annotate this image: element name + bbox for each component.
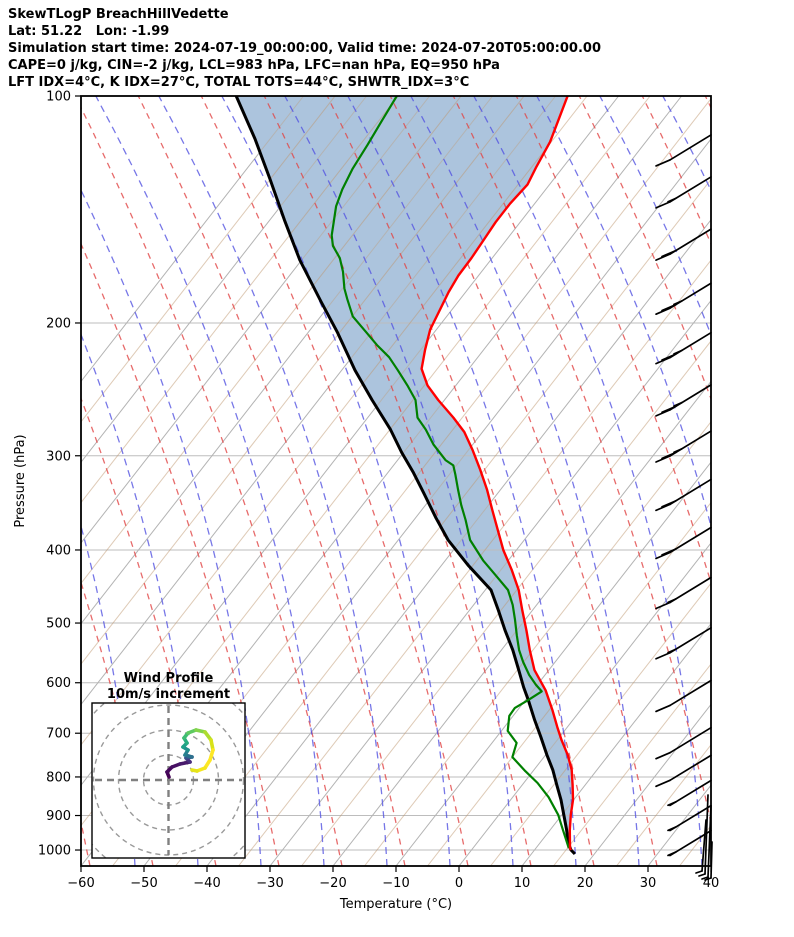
temperature-line (420, 96, 575, 851)
svg-text:600: 600 (46, 676, 71, 691)
y-axis-title: Pressure (hPa) (13, 434, 28, 527)
svg-text:−60: −60 (67, 876, 94, 891)
svg-text:800: 800 (46, 770, 71, 785)
dry-adiabat-lines (81, 96, 711, 866)
svg-text:300: 300 (46, 449, 71, 464)
dewpoint-line (330, 96, 570, 849)
inset-subtitle: 10m/s increment (107, 687, 230, 702)
plot-area (81, 96, 711, 866)
chart-title: SkewTLogP BreachHillVedette (8, 7, 229, 22)
svg-text:−40: −40 (193, 876, 220, 891)
svg-text:−10: −10 (382, 876, 409, 891)
lat-lon-line: Lat: 51.22 Lon: -1.99 (8, 24, 170, 39)
wind-barbs (655, 134, 713, 881)
svg-text:−20: −20 (319, 876, 346, 891)
svg-text:10: 10 (514, 876, 531, 891)
svg-text:100: 100 (46, 90, 71, 105)
sim-time-line: Simulation start time: 2024-07-19_00:00:… (8, 41, 601, 56)
svg-text:500: 500 (46, 617, 71, 632)
svg-text:700: 700 (46, 727, 71, 742)
svg-text:900: 900 (46, 809, 71, 824)
shaded-area (236, 96, 575, 854)
svg-text:200: 200 (46, 316, 71, 331)
svg-text:0: 0 (455, 876, 463, 891)
svg-text:30: 30 (640, 876, 657, 891)
svg-text:400: 400 (46, 543, 71, 558)
svg-text:20: 20 (577, 876, 594, 891)
cape-indices-line: CAPE=0 j/kg, CIN=-2 j/kg, LCL=983 hPa, L… (8, 58, 500, 73)
svg-text:−30: −30 (256, 876, 283, 891)
parcel-profile-line (234, 96, 576, 855)
stability-indices-line: LFT IDX=4°C, K IDX=27°C, TOTAL TOTS=44°C… (8, 75, 470, 90)
inset-title: Wind Profile (124, 671, 214, 686)
svg-text:−50: −50 (130, 876, 157, 891)
svg-text:1000: 1000 (38, 844, 71, 859)
x-axis-title: Temperature (°C) (339, 897, 452, 912)
